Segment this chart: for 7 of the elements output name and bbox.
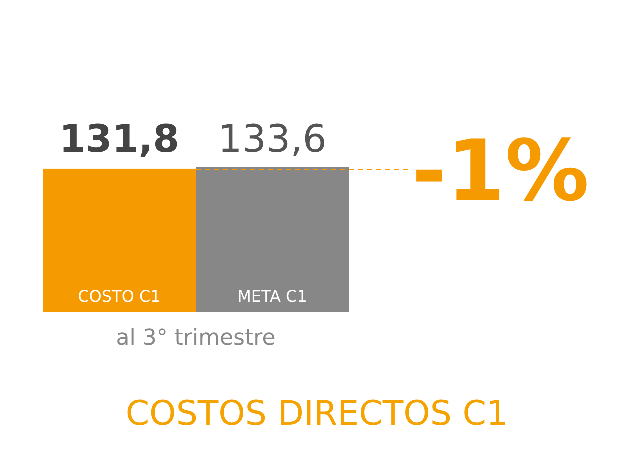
x-axis-title: al 3° trimestre	[116, 326, 276, 351]
x-tick-label: META C1	[238, 287, 308, 306]
annotation: -1%	[412, 122, 590, 220]
data-label: 131,8	[59, 117, 180, 161]
x-tick-label: COSTO C1	[78, 287, 161, 306]
data-label: 133,6	[218, 117, 327, 161]
text: COSTOS DIRECTOS C1	[126, 394, 508, 434]
